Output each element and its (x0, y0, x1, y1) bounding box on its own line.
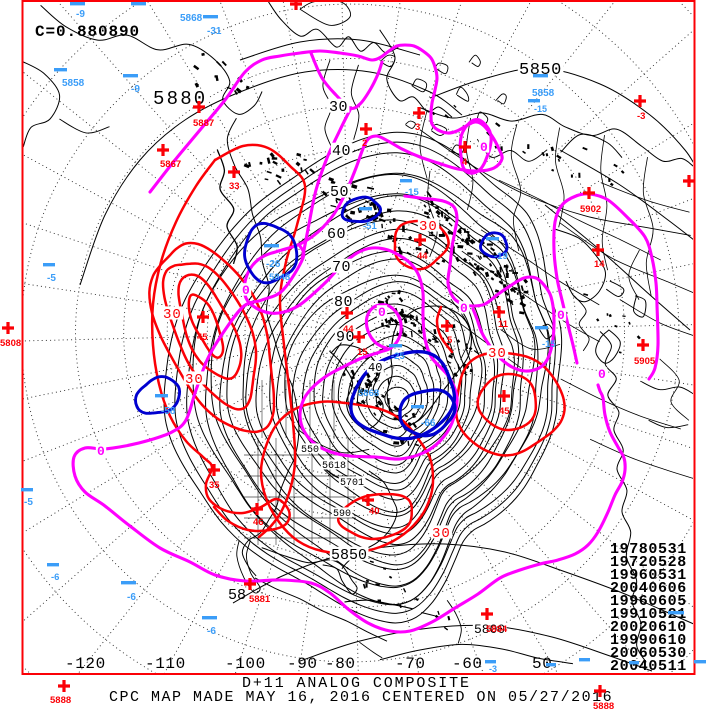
svg-text:5701: 5701 (340, 478, 364, 489)
svg-text:19780531: 19780531 (610, 541, 687, 558)
svg-text:5887: 5887 (193, 118, 214, 129)
svg-text:30: 30 (488, 346, 507, 362)
svg-text:11: 11 (498, 319, 509, 330)
svg-text:-120: -120 (65, 655, 106, 673)
svg-text:5888: 5888 (50, 695, 71, 706)
svg-text:-3: -3 (489, 664, 497, 674)
svg-text:5800: 5800 (474, 622, 505, 637)
svg-text:-25: -25 (391, 351, 405, 362)
svg-text:5: 5 (447, 335, 453, 346)
svg-text:19720528: 19720528 (610, 554, 687, 571)
svg-text:5868: 5868 (180, 13, 203, 24)
svg-text:-31: -31 (207, 26, 222, 37)
svg-text:C=0.880890: C=0.880890 (35, 23, 140, 41)
svg-text:-5: -5 (24, 497, 33, 508)
svg-text:40: 40 (332, 143, 351, 160)
svg-text:0: 0 (242, 283, 250, 298)
svg-text:-5: -5 (47, 273, 56, 284)
svg-text:5858: 5858 (532, 88, 555, 99)
svg-text:-19: -19 (494, 251, 508, 262)
svg-text:-51: -51 (363, 221, 377, 232)
svg-text:35: 35 (209, 480, 220, 491)
svg-text:20040511: 20040511 (610, 658, 687, 675)
svg-text:-3: -3 (637, 111, 645, 122)
svg-text:58: 58 (228, 587, 246, 604)
svg-text:-60: -60 (452, 655, 483, 673)
svg-text:50: 50 (532, 655, 552, 673)
svg-text:4: 4 (462, 157, 468, 168)
svg-text:5884: 5884 (486, 624, 508, 635)
svg-text:-70: -70 (395, 655, 426, 673)
svg-text:44: 44 (417, 251, 428, 262)
svg-text:45: 45 (499, 406, 510, 417)
svg-text:19960605: 19960605 (610, 593, 687, 610)
svg-text:33: 33 (229, 181, 240, 192)
svg-text:30: 30 (432, 526, 451, 542)
svg-text:40: 40 (369, 506, 380, 517)
svg-text:590: 590 (333, 509, 351, 520)
svg-text:15: 15 (357, 347, 368, 358)
svg-text:-90: -90 (287, 655, 318, 673)
svg-text:30: 30 (419, 219, 438, 235)
svg-text:5618: 5618 (322, 461, 346, 472)
svg-text:-15: -15 (405, 187, 419, 198)
svg-text:50: 50 (330, 184, 349, 201)
svg-text:-80: -80 (325, 655, 356, 673)
svg-text:0: 0 (557, 308, 565, 323)
svg-text:5902: 5902 (580, 204, 601, 215)
svg-text:-26: -26 (266, 259, 281, 270)
svg-text:-9: -9 (76, 9, 85, 20)
svg-text:40: 40 (368, 361, 382, 375)
svg-text:60: 60 (327, 226, 346, 243)
svg-text:0: 0 (480, 140, 488, 155)
svg-text:20040606: 20040606 (610, 580, 687, 597)
svg-text:0: 0 (97, 444, 105, 459)
svg-text:0: 0 (460, 301, 468, 316)
svg-text:19910521: 19910521 (610, 606, 687, 623)
svg-text:80: 80 (334, 294, 353, 311)
svg-text:-6: -6 (127, 592, 136, 603)
svg-text:CPC MAP MADE MAY 16, 2016 CENT: CPC MAP MADE MAY 16, 2016 CENTERED ON 05… (109, 689, 613, 706)
svg-text:46: 46 (253, 517, 264, 528)
svg-text:5808: 5808 (0, 338, 21, 349)
svg-text:5881: 5881 (249, 594, 271, 605)
svg-text:70: 70 (332, 259, 351, 276)
svg-text:-15: -15 (534, 104, 547, 114)
svg-text:2: 2 (362, 138, 367, 149)
svg-text:-6: -6 (207, 626, 216, 637)
svg-text:-66: -66 (421, 418, 436, 429)
svg-text:14: 14 (594, 259, 605, 270)
svg-text:-58: -58 (161, 406, 176, 417)
svg-text:5850: 5850 (331, 547, 367, 564)
svg-text:D+11 ANALOG COMPOSITE: D+11 ANALOG COMPOSITE (242, 675, 471, 692)
svg-text:5880: 5880 (153, 88, 207, 110)
svg-text:5888: 5888 (593, 701, 614, 712)
svg-text:0: 0 (598, 367, 606, 382)
svg-text:3: 3 (415, 122, 420, 133)
svg-text:90: 90 (336, 329, 355, 346)
svg-text:5850: 5850 (519, 61, 562, 80)
svg-text:5848: 5848 (269, 272, 290, 283)
svg-text:19960531: 19960531 (610, 567, 687, 584)
svg-text:20060530: 20060530 (610, 645, 687, 662)
svg-text:30: 30 (163, 307, 182, 323)
svg-text:20020610: 20020610 (610, 619, 687, 636)
svg-text:19990610: 19990610 (610, 632, 687, 649)
svg-text:-6: -6 (51, 572, 59, 583)
svg-text:0: 0 (378, 305, 386, 320)
svg-text:-15: -15 (542, 339, 556, 350)
svg-text:30: 30 (329, 99, 348, 116)
svg-text:5858: 5858 (62, 78, 85, 89)
svg-text:-9: -9 (131, 84, 140, 95)
svg-text:5868: 5868 (358, 388, 379, 399)
svg-text:550: 550 (301, 445, 319, 456)
svg-text:44: 44 (343, 324, 354, 335)
svg-text:-110: -110 (145, 655, 186, 673)
svg-text:-100: -100 (225, 655, 266, 673)
svg-text:5905: 5905 (634, 356, 656, 367)
svg-text:45: 45 (197, 332, 208, 343)
svg-text:30: 30 (185, 372, 204, 388)
svg-text:5867: 5867 (160, 159, 181, 170)
